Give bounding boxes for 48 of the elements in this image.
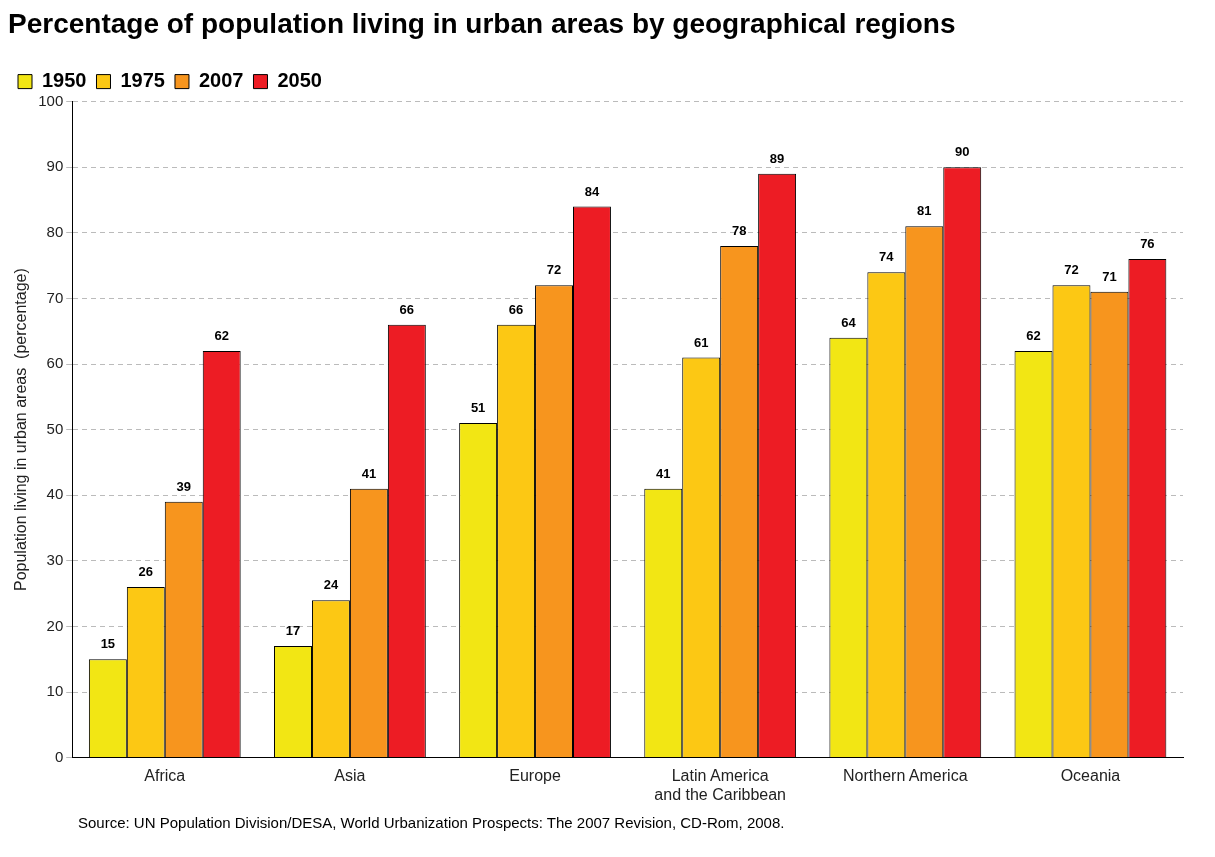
y-tick-label: 20 (46, 616, 64, 634)
data-label: 17 (285, 623, 301, 639)
x-tick-label: Europe (509, 766, 561, 784)
data-label: 51 (470, 400, 486, 416)
legend-label: 1950 (42, 69, 87, 92)
data-label: 89 (769, 150, 785, 166)
data-label: 76 (1140, 236, 1155, 252)
data-label: 74 (879, 249, 895, 265)
source-note: Source: UN Population Division/DESA, World Urbanization Prospects: The 2007 Revision, CD-Rom, 2008. (78, 814, 786, 831)
legend-label: 2050 (277, 69, 322, 92)
chart-title: Percentage of population living in urban areas by geographical regions (8, 7, 956, 39)
data-label: 66 (399, 301, 415, 317)
data-label: 66 (508, 301, 524, 317)
legend-label: 2007 (198, 69, 244, 92)
y-tick-label: 80 (46, 222, 64, 240)
data-label: 81 (917, 203, 932, 219)
y-tick-label: 10 (46, 682, 64, 700)
x-tick-label: Latin America and the Caribbean (654, 766, 787, 803)
x-tick-label: Oceania (1060, 766, 1121, 784)
y-tick-label: 70 (46, 288, 64, 306)
data-label: 15 (100, 636, 116, 652)
y-tick-label: 50 (46, 419, 64, 437)
x-tick-label: Northern America (843, 766, 968, 784)
data-label: 84 (584, 183, 600, 199)
data-label: 41 (656, 465, 671, 481)
data-label: 41 (361, 465, 377, 481)
x-tick-label: Asia (334, 766, 366, 784)
data-label: 64 (841, 314, 857, 330)
data-label: 24 (323, 577, 339, 593)
data-label: 62 (214, 327, 229, 343)
y-tick-label: 0 (54, 747, 64, 765)
y-tick-label: 30 (46, 550, 64, 568)
data-label: 78 (731, 223, 747, 238)
data-label: 26 (138, 564, 154, 580)
y-tick-label: 100 (38, 91, 64, 109)
y-tick-label: 60 (46, 354, 64, 372)
y-tick-label: 90 (46, 157, 64, 175)
data-label: 39 (176, 478, 191, 494)
data-label: 90 (955, 144, 970, 160)
data-label: 61 (693, 334, 709, 350)
legend-label: 1975 (120, 69, 165, 92)
y-axis-title: Population living in urban areas (percentage) (12, 268, 30, 592)
x-tick-label: Africa (144, 766, 186, 784)
data-label: 62 (1026, 327, 1041, 343)
data-label: 72 (1064, 262, 1079, 278)
data-label: 71 (1102, 268, 1117, 284)
y-tick-label: 40 (46, 485, 64, 503)
data-label: 72 (546, 262, 562, 278)
